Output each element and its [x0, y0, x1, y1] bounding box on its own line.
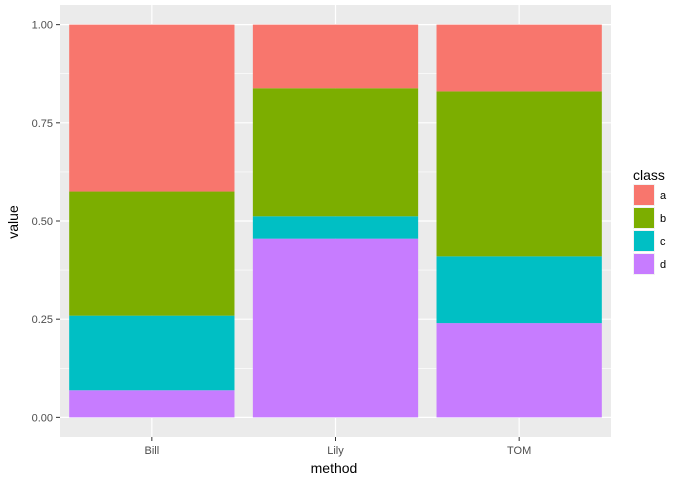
x-tick-label: TOM [507, 445, 531, 457]
legend-label-d: d [660, 259, 666, 271]
bar-tom-a [436, 24, 602, 92]
bar-lily-b [252, 88, 419, 217]
bar-bill-b [69, 191, 235, 316]
legend-swatch-d [634, 254, 654, 274]
bar-bill-c [69, 315, 235, 391]
bar-lily-c [252, 216, 419, 239]
bars [69, 24, 602, 418]
bar-lily-a [252, 24, 419, 89]
x-axis: Bill Lily TOM [144, 437, 531, 457]
legend-label-c: c [660, 236, 666, 248]
bar-lily-d [252, 238, 419, 418]
x-tick-label: Lily [327, 445, 344, 457]
y-tick-label: 0.75 [32, 118, 53, 130]
x-axis-title: method [311, 460, 358, 476]
bar-bill-d [69, 390, 235, 418]
legend-label-b: b [660, 213, 666, 225]
bar-bill-a [69, 24, 235, 192]
bar-tom-d [436, 323, 602, 418]
y-tick-label: 0.50 [32, 216, 53, 228]
legend-swatch-c [634, 231, 654, 251]
y-tick-label: 0.25 [32, 314, 53, 326]
y-axis-title: value [5, 205, 21, 239]
legend-label-a: a [660, 190, 667, 202]
y-tick-label: 0.00 [32, 412, 53, 424]
y-tick-label: 1.00 [32, 20, 53, 32]
bar-tom-b [436, 91, 602, 257]
legend-swatch-b [634, 208, 654, 228]
legend-swatch-a [634, 185, 654, 205]
y-axis: 0.00 0.25 0.50 0.75 1.00 [32, 20, 60, 424]
legend-title: class [633, 167, 665, 183]
x-tick-label: Bill [144, 445, 159, 457]
bar-tom-c [436, 256, 602, 324]
